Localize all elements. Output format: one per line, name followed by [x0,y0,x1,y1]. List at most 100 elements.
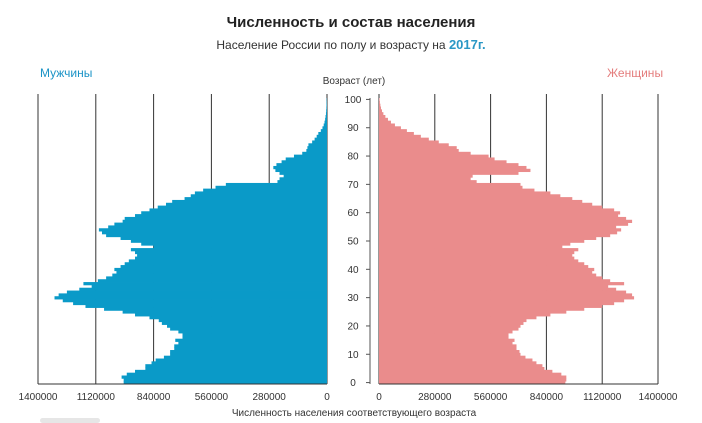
women-bar-age-50 [379,239,585,243]
women-bar-age-8 [379,358,533,362]
women-bar-age-5 [379,367,545,371]
men-bar-age-67 [194,191,327,195]
men-bar-age-33 [79,287,328,291]
men-bar-age-20 [167,324,327,328]
women-bar-age-96 [379,109,382,113]
y-tick-label: 100 [345,95,362,106]
men-bar-age-92 [324,120,327,124]
women-bar-age-94 [379,114,386,119]
women-bar-age-64 [379,199,583,204]
men-bar-age-40 [114,267,327,272]
men-bar-age-71 [277,180,327,184]
women-bar-age-38 [379,273,597,277]
men-bar-age-47 [130,248,327,252]
women-bar-age-33 [379,287,617,291]
women-bar-age-37 [379,276,603,280]
women-bar-age-4 [379,369,553,374]
men-bar-age-27 [85,304,327,308]
women-bar-age-12 [379,347,517,351]
men-bar-age-57 [122,219,327,223]
men-bar-age-32 [66,290,328,294]
men-bar-age-89 [320,129,327,133]
men-bar-age-95 [325,112,327,116]
y-tick-label: 50 [347,237,359,248]
women-bar-age-25 [379,310,567,314]
men-bar-age-38 [112,273,327,277]
men-bar-age-73 [283,174,327,178]
men-bar-age-19 [170,327,327,331]
men-bar-age-84 [308,143,327,147]
women-bar-age-79 [379,157,495,161]
men-bar-age-75 [275,168,327,173]
men-bar-age-10 [170,352,327,357]
men-bar-age-39 [116,270,327,274]
women-bar-age-45 [379,253,573,257]
women-bar-age-3 [379,372,562,376]
men-bar-age-85 [312,140,327,144]
women-bar-age-2 [379,375,567,379]
women-bar-age-21 [379,321,524,325]
men-bar-age-54 [98,228,328,232]
women-bar-age-91 [379,123,395,127]
men-bar-age-35 [83,282,328,286]
women-bar-age-43 [379,259,579,263]
women-bar-age-42 [379,262,585,266]
men-bar-age-59 [135,214,327,218]
men-bar-age-26 [104,307,327,311]
men-bar-age-69 [215,185,327,190]
men-legend-label: Мужчины [40,66,93,80]
women-bar-age-98 [379,103,381,107]
women-bar-age-72 [379,177,471,181]
women-bar-age-84 [379,143,449,147]
women-bar-age-59 [379,214,619,218]
women-bar-age-1 [379,378,567,382]
women-bar-age-68 [379,188,535,192]
women-bar-age-32 [379,290,627,294]
men-bar-age-74 [279,171,327,175]
men-bar-age-29 [62,299,328,303]
women-bar-age-89 [379,129,407,133]
men-bar-age-53 [101,231,327,235]
women-bar-age-69 [379,185,523,190]
women-bar-age-99 [379,100,380,105]
women-bar-age-75 [379,168,531,173]
women-bar-age-27 [379,304,603,308]
men-bar-age-0 [123,381,328,385]
men-bar-age-51 [120,236,327,240]
men-bar-age-21 [161,321,327,325]
x-tick-label-right: 840000 [530,392,564,403]
men-bar-age-61 [149,208,327,212]
women-bar-age-47 [379,248,579,252]
women-bar-age-23 [379,316,537,320]
women-bar-age-49 [379,242,571,246]
women-bar-age-78 [379,160,507,164]
men-bar-age-12 [174,347,327,351]
men-bar-age-58 [124,216,327,221]
women-bar-age-53 [379,231,618,235]
men-bar-age-98 [326,103,327,107]
women-bar-age-7 [379,361,537,365]
women-bar-age-48 [379,245,563,249]
women-bar-age-46 [379,250,575,255]
women-bar-age-31 [379,293,633,297]
women-bar-age-28 [379,301,615,306]
men-bar-age-13 [174,344,327,348]
men-bar-age-43 [128,259,327,263]
women-bar-age-9 [379,355,526,359]
x-axis-title: Численность населения соответствующего в… [232,408,477,419]
women-bar-age-97 [379,106,381,110]
women-bar-age-73 [379,174,473,178]
subtitle-year: 2017г. [448,37,486,52]
women-bar-age-65 [379,197,573,201]
women-bar-age-29 [379,299,625,303]
men-bar-age-83 [307,146,327,150]
men-bar-age-36 [97,279,327,283]
men-bar-age-62 [157,205,327,209]
women-bar-age-58 [379,216,627,221]
women-bar-age-18 [379,330,513,334]
women-bar-age-67 [379,191,551,195]
women-bar-age-62 [379,205,603,209]
y-tick-label: 80 [347,152,359,163]
men-bar-age-87 [316,134,327,139]
